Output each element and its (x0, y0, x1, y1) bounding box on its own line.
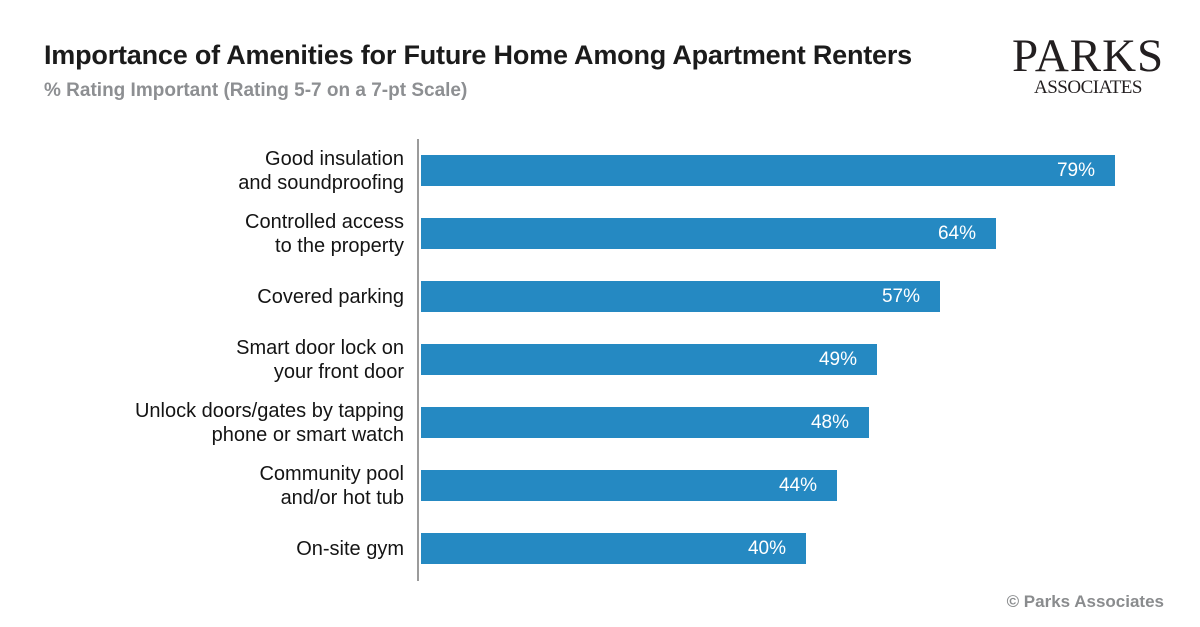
value-label: 64% (937, 222, 976, 244)
bar-row: Good insulation and soundproofing 79% (0, 139, 1200, 202)
value-label: 44% (778, 474, 817, 496)
y-axis-line (417, 139, 419, 581)
bar: 48% (421, 407, 869, 438)
bar-row: Unlock doors/gates by tapping phone or sm… (0, 391, 1200, 454)
bar: 64% (421, 218, 996, 249)
value-label: 49% (818, 348, 857, 370)
value-label: 40% (747, 537, 786, 559)
bar-track: 79% (421, 155, 1200, 186)
parks-associates-logo: PARKS ASSOCIATES (1012, 30, 1165, 98)
value-label: 79% (1056, 159, 1095, 181)
bar-row: Controlled access to the property 64% (0, 202, 1200, 265)
bar-row: Smart door lock on your front door 49% (0, 328, 1200, 391)
category-label: Smart door lock on your front door (236, 336, 404, 383)
bar-track: 40% (421, 533, 1200, 564)
chart-title: Importance of Amenities for Future Home … (44, 40, 912, 70)
bar-track: 44% (421, 470, 1200, 501)
value-label: 48% (810, 411, 849, 433)
value-label: 57% (881, 285, 920, 307)
category-label: Unlock doors/gates by tapping phone or sm… (134, 399, 404, 446)
category-label: Community pool and/or hot tub (259, 462, 404, 509)
bar-row: On-site gym 40% (0, 517, 1200, 580)
bar-rows: Good insulation and soundproofing 79% Con… (0, 139, 1200, 580)
category-label: Good insulation and soundproofing (238, 147, 404, 194)
bar: 40% (421, 533, 806, 564)
category-label: Covered parking (257, 285, 404, 308)
bar-track: 48% (421, 407, 1200, 438)
bar: 44% (421, 470, 837, 501)
category-label: Controlled access to the property (245, 210, 404, 257)
bar-track: 64% (421, 218, 1200, 249)
bar: 79% (421, 155, 1115, 186)
bar-row: Covered parking 57% (0, 265, 1200, 328)
bar: 57% (421, 281, 940, 312)
category-label: On-site gym (296, 537, 404, 560)
bar: 49% (421, 344, 877, 375)
copyright-notice: © Parks Associates (1006, 592, 1164, 611)
bar-chart: Good insulation and soundproofing 79% Con… (0, 139, 1200, 581)
bar-track: 57% (421, 281, 1200, 312)
chart-subtitle: % Rating Important (Rating 5-7 on a 7-pt… (44, 80, 468, 101)
bar-track: 49% (421, 344, 1200, 375)
bar-row: Community pool and/or hot tub 44% (0, 454, 1200, 517)
logo-text-parks: PARKS (1012, 30, 1165, 82)
logo-text-associates: ASSOCIATES (1034, 77, 1142, 98)
